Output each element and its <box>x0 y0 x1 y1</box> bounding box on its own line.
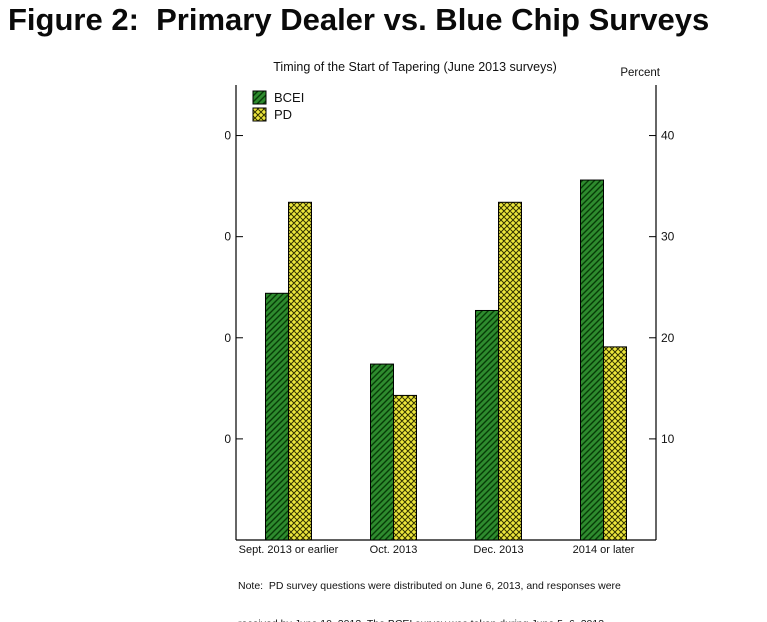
bar-bcei-3 <box>580 179 604 541</box>
y-axis-unit-label: Percent <box>620 67 660 79</box>
legend-label-pd: PD <box>274 107 292 122</box>
category-label: Oct. 2013 <box>370 544 418 556</box>
ytick-label-left: 10 <box>225 432 231 446</box>
bar-pd-2 <box>498 201 522 541</box>
bar-pd-1 <box>393 394 417 541</box>
category-label: Sept. 2013 or earlier <box>239 544 339 556</box>
bar-chart: 10 10 20 20 30 30 40 40 Sept. 2013 or earlier Oct… <box>225 85 675 556</box>
bar-bcei-2 <box>475 309 499 541</box>
legend-label-bcei: BCEI <box>274 90 304 105</box>
legend-swatch-pd <box>252 107 267 122</box>
bar-pd-0 <box>288 201 312 541</box>
bar-bcei-1 <box>370 363 394 541</box>
legend-swatch-bcei <box>252 90 267 105</box>
note-line-1: Note: PD survey questions were distribut… <box>238 580 621 593</box>
bar-pd-3 <box>603 346 627 541</box>
category-label: 2014 or later <box>573 544 635 556</box>
category-label: Dec. 2013 <box>473 544 523 556</box>
bar-bcei-0 <box>265 292 289 541</box>
ytick-label-left: 20 <box>225 331 231 345</box>
ytick-label-right: 10 <box>661 432 675 446</box>
figure-title: Figure 2: Primary Dealer vs. Blue Chip S… <box>8 2 710 37</box>
ytick-label-left: 30 <box>225 230 231 244</box>
chart-subtitle: Timing of the Start of Tapering (June 20… <box>273 60 557 74</box>
ytick-label-right: 20 <box>661 331 675 345</box>
note-line-2: received by June 10, 2013. The BCEI surv… <box>238 618 668 622</box>
ytick-label-right: 40 <box>661 129 675 143</box>
ytick-label-right: 30 <box>661 230 675 244</box>
figure-notes: Note: PD survey questions were distribut… <box>238 555 668 622</box>
ytick-label-left: 40 <box>225 129 231 143</box>
